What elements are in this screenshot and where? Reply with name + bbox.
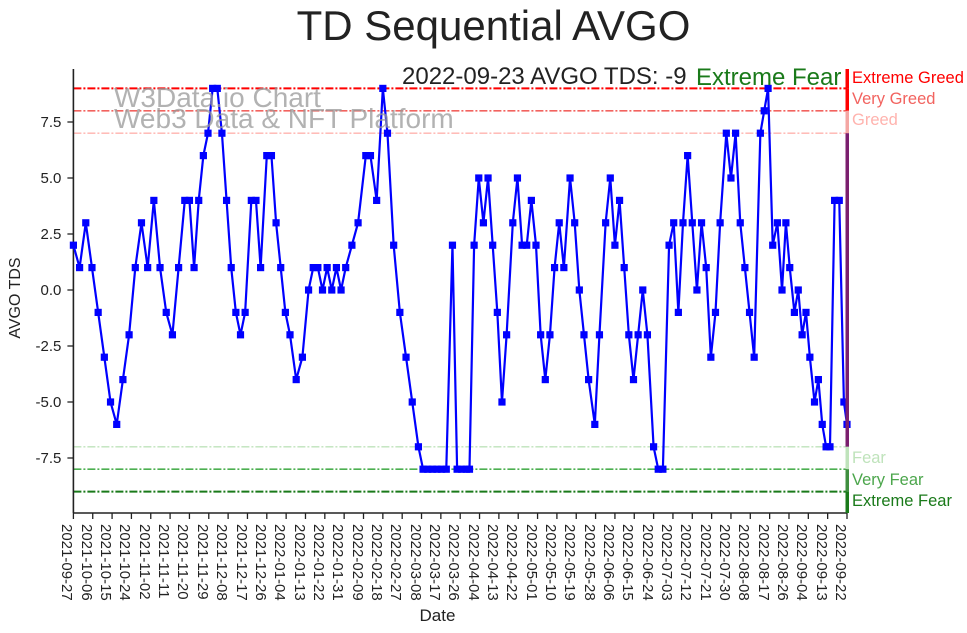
svg-text:-5.0: -5.0 (36, 394, 62, 411)
svg-text:5.0: 5.0 (41, 170, 62, 187)
svg-text:2.5: 2.5 (41, 226, 62, 243)
svg-text:0.0: 0.0 (41, 282, 62, 299)
svg-text:-7.5: -7.5 (36, 450, 62, 467)
svg-text:7.5: 7.5 (41, 114, 62, 131)
svg-text:-2.5: -2.5 (36, 338, 62, 355)
